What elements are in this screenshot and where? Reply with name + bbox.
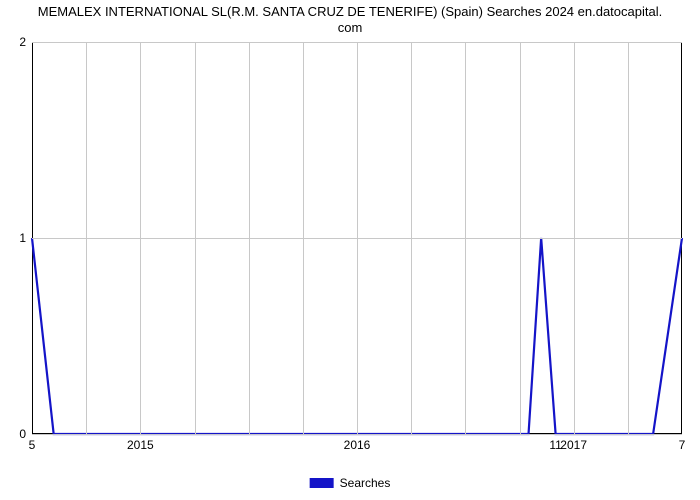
y-tick-label: 0 xyxy=(19,427,26,441)
plot-area: 0122015201620175117 xyxy=(32,42,682,434)
gridline-vertical xyxy=(249,42,250,434)
gridline-vertical xyxy=(86,42,87,434)
y-tick-label: 2 xyxy=(19,35,26,49)
chart-title: MEMALEX INTERNATIONAL SL(R.M. SANTA CRUZ… xyxy=(0,4,700,35)
chart-title-line1: MEMALEX INTERNATIONAL SL(R.M. SANTA CRUZ… xyxy=(38,4,662,19)
annotation-label: 5 xyxy=(29,438,36,452)
y-tick-label: 1 xyxy=(19,231,26,245)
gridline-vertical xyxy=(140,42,141,434)
gridline-vertical xyxy=(628,42,629,434)
gridline-vertical xyxy=(520,42,521,434)
gridline-vertical xyxy=(411,42,412,434)
gridline-vertical xyxy=(574,42,575,434)
gridline-vertical xyxy=(357,42,358,434)
gridline-vertical xyxy=(303,42,304,434)
legend-label: Searches xyxy=(340,476,391,490)
gridline-vertical xyxy=(195,42,196,434)
x-tick-label: 2017 xyxy=(560,438,587,452)
annotation-label: 7 xyxy=(679,438,686,452)
gridline-vertical xyxy=(465,42,466,434)
legend-swatch xyxy=(310,478,334,488)
gridline-horizontal xyxy=(32,434,682,435)
x-tick-label: 2016 xyxy=(344,438,371,452)
chart-title-line2: com xyxy=(338,20,363,35)
legend: Searches xyxy=(310,476,391,490)
annotation-label: 11 xyxy=(549,438,561,452)
x-tick-label: 2015 xyxy=(127,438,154,452)
chart-container: MEMALEX INTERNATIONAL SL(R.M. SANTA CRUZ… xyxy=(0,0,700,500)
